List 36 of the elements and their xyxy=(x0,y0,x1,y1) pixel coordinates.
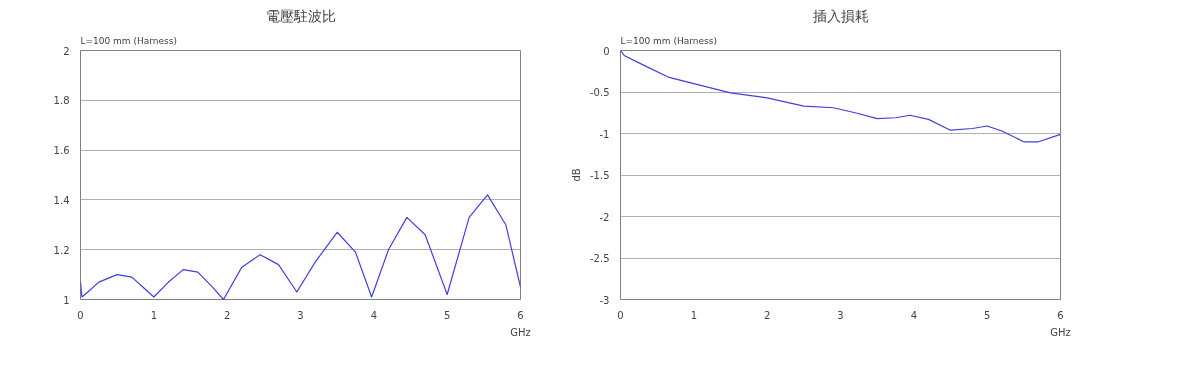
y-tick-label: -1.5 xyxy=(589,170,610,181)
x-tick-label: 3 xyxy=(297,309,304,321)
y-tick-label: 1 xyxy=(63,294,70,306)
y-tick-label: 0 xyxy=(603,45,610,57)
y-tick-label: -3 xyxy=(599,294,610,306)
x-tick-label: 4 xyxy=(370,309,378,321)
x-axis-title: GHz xyxy=(510,326,531,338)
y-tick-label: 2 xyxy=(63,45,70,57)
chart-title: 插入損耗 xyxy=(812,7,869,24)
x-tick-label: 6 xyxy=(517,309,524,321)
y-tick-label: 1.6 xyxy=(53,145,70,157)
x-tick-label: 0 xyxy=(77,309,84,321)
x-tick-label: 1 xyxy=(150,309,158,321)
y-tick-label: -2 xyxy=(599,211,610,223)
y-axis-title: dB xyxy=(570,168,582,182)
text: L=100 mm (Harness) xyxy=(80,35,177,46)
y-tick-label: 1.4 xyxy=(53,194,70,206)
x-tick-label: 6 xyxy=(1057,309,1064,321)
line-series xyxy=(80,194,521,300)
y-tick-label: 1.8 xyxy=(53,95,70,107)
x-tick-label: 5 xyxy=(983,309,991,321)
x-axis-title: GHz xyxy=(1050,326,1071,338)
x-tick-label: 0 xyxy=(617,309,624,321)
x-tick-label: 2 xyxy=(763,309,771,321)
x-tick-label: 5 xyxy=(443,309,451,321)
x-tick-label: 1 xyxy=(690,309,698,321)
text: L=100 mm (Harness) xyxy=(620,35,717,46)
y-tick-label: -1 xyxy=(599,128,610,140)
y-tick-label: 1.2 xyxy=(53,244,70,256)
x-tick-label: 3 xyxy=(837,309,844,321)
y-tick-label: -2.5 xyxy=(589,253,610,264)
x-tick-label: 4 xyxy=(910,309,918,321)
chart-title: 電壓駐波比 xyxy=(265,7,336,24)
y-tick-label: -0.5 xyxy=(589,87,610,98)
line-series xyxy=(620,50,1061,143)
x-tick-label: 2 xyxy=(223,309,231,321)
